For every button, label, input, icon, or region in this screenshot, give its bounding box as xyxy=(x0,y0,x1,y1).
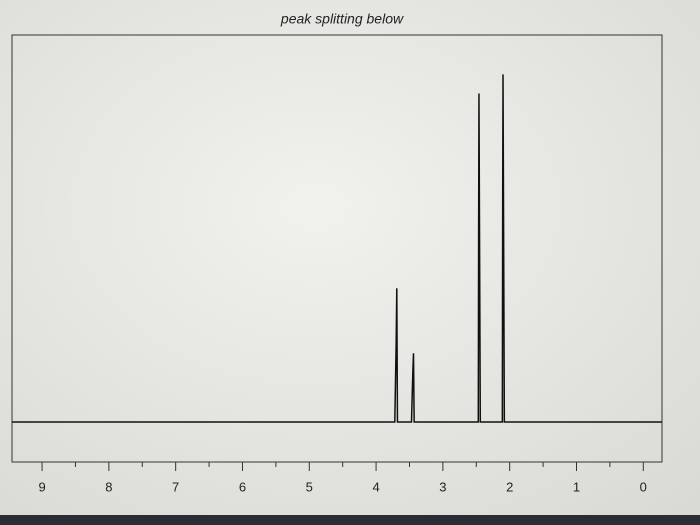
x-tick-label: 5 xyxy=(306,479,313,494)
x-tick-label: 8 xyxy=(105,479,112,494)
chart-title: peak splitting below xyxy=(280,11,404,27)
x-tick-label: 9 xyxy=(38,479,45,494)
x-tick-label: 1 xyxy=(573,479,580,494)
x-tick-label: 2 xyxy=(506,479,513,494)
x-tick-label: 7 xyxy=(172,479,179,494)
x-tick-label: 4 xyxy=(372,479,379,494)
x-tick-label: 6 xyxy=(239,479,246,494)
x-tick-label: 0 xyxy=(640,479,647,494)
spectrum-line xyxy=(12,74,662,423)
x-tick-label: 3 xyxy=(439,479,446,494)
plot-frame xyxy=(11,34,663,463)
